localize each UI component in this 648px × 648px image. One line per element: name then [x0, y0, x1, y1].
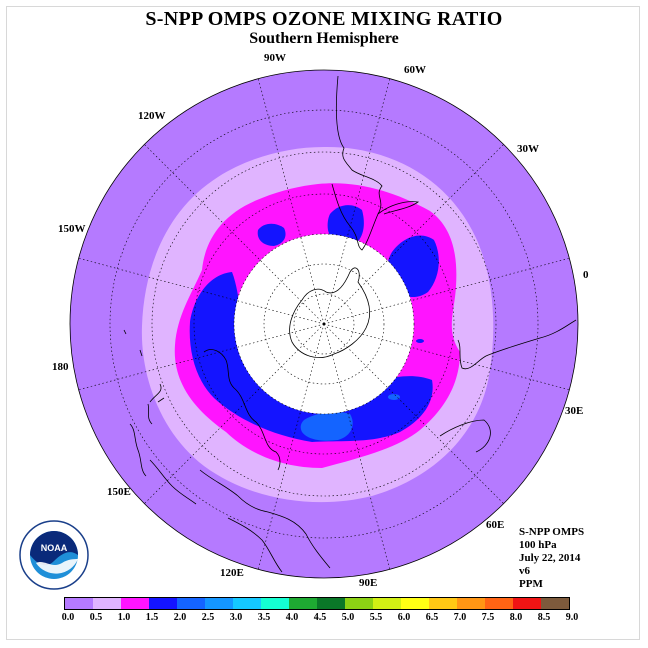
map-outline — [69, 69, 579, 579]
info-date: July 22, 2014 — [519, 552, 581, 564]
lon-label-30w: 30W — [517, 143, 539, 155]
lon-label-90w: 90W — [264, 52, 286, 64]
noaa-logo-icon: NOAA — [19, 520, 89, 590]
colorbar-swatch — [65, 598, 93, 609]
lon-label-150w: 150W — [58, 223, 86, 235]
info-instrument: S-NPP OMPS — [519, 526, 585, 538]
colorbar-tick-label: 2.0 — [173, 612, 187, 623]
colorbar-swatch — [541, 598, 569, 609]
colorbar-tick-label: 3.0 — [229, 612, 243, 623]
colorbar-swatch — [261, 598, 289, 609]
colorbar-tick-labels: 0.0 0.5 1.0 1.5 2.0 2.5 3.0 3.5 4.0 4.5 5.0 5.5 6.0 6… — [54, 612, 602, 626]
lon-label-180: 180 — [52, 361, 69, 373]
figure-frame — [6, 6, 640, 640]
latitude-circles — [109, 109, 539, 539]
colorbar-tick-label: 2.5 — [201, 612, 215, 623]
colorbar-tick-label: 8.5 — [537, 612, 551, 623]
colorbar-swatch — [121, 598, 149, 609]
colorbar — [64, 597, 570, 610]
colorbar-tick-label: 9.0 — [565, 612, 579, 623]
coastlines — [123, 75, 577, 573]
colorbar-swatch — [233, 598, 261, 609]
lon-label-120w: 120W — [138, 110, 166, 122]
colorbar-tick-label: 1.0 — [117, 612, 131, 623]
colorbar-swatch — [485, 598, 513, 609]
colorbar-tick-label: 0.0 — [61, 612, 75, 623]
colorbar-swatch — [205, 598, 233, 609]
colorbar-swatch — [373, 598, 401, 609]
colorbar-swatch — [457, 598, 485, 609]
colorbar-swatch — [429, 598, 457, 609]
colorbar-swatch — [513, 598, 541, 609]
colorbar-tick-label: 0.5 — [89, 612, 103, 623]
lon-label-60e: 60E — [486, 519, 504, 531]
lon-label-0: 0 — [583, 269, 589, 281]
colorbar-swatch — [345, 598, 373, 609]
contour-band-2.0-2.5-patch — [300, 412, 353, 441]
colorbar-tick-label: 6.0 — [397, 612, 411, 623]
colorbar-tick-label: 8.0 — [509, 612, 523, 623]
colorbar-tick-label: 7.5 — [481, 612, 495, 623]
info-version: v6 — [519, 565, 530, 577]
info-level: 100 hPa — [519, 539, 557, 551]
colorbar-swatch — [401, 598, 429, 609]
colorbar-tick-label: 1.5 — [145, 612, 159, 623]
lon-label-150e: 150E — [107, 486, 131, 498]
page-title: S-NPP OMPS OZONE MIXING RATIO — [145, 8, 503, 30]
colorbar-tick-label: 4.0 — [285, 612, 299, 623]
colorbar-swatch — [289, 598, 317, 609]
contour-band-1.5-2.0-pacific — [257, 223, 286, 246]
colorbar-swatch — [149, 598, 177, 609]
info-units: PPM — [519, 578, 543, 590]
lon-label-30e: 30E — [565, 405, 583, 417]
colorbar-tick-label: 6.5 — [425, 612, 439, 623]
info-block: S-NPP OMPS 100 hPa July 22, 2014 v6 PPM — [519, 526, 584, 591]
colorbar-tick-label: 4.5 — [313, 612, 327, 623]
colorbar-swatch — [317, 598, 345, 609]
page-subtitle: Southern Hemisphere — [249, 30, 399, 47]
colorbar-tick-label: 5.5 — [369, 612, 383, 623]
logo-text: NOAA — [41, 543, 68, 553]
lon-label-120e: 120E — [220, 567, 244, 579]
south-pole-marker — [322, 322, 326, 326]
colorbar-swatch — [177, 598, 205, 609]
colorbar-tick-label: 5.0 — [341, 612, 355, 623]
colorbar-tick-label: 3.5 — [257, 612, 271, 623]
colorbar-tick-label: 7.0 — [453, 612, 467, 623]
lon-label-90e: 90E — [359, 577, 377, 589]
lon-label-60w: 60W — [404, 64, 426, 76]
contour-band-1.5-2.0-spot — [416, 339, 424, 343]
colorbar-swatch — [93, 598, 121, 609]
contour-band-2.0-2.5-spot — [388, 394, 400, 400]
